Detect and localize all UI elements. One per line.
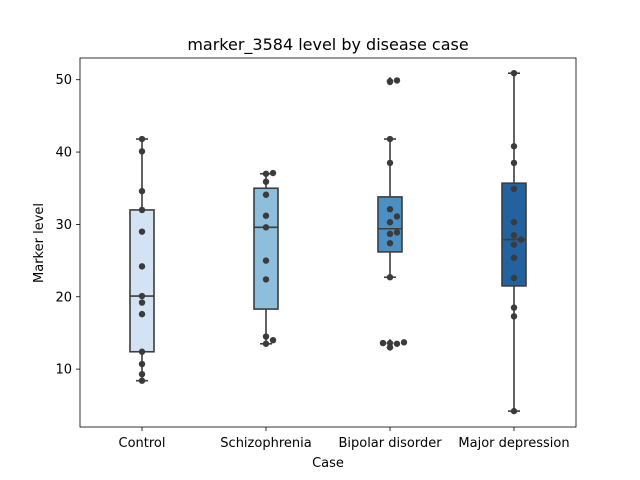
data-point bbox=[379, 339, 387, 347]
data-point bbox=[510, 159, 518, 167]
y-tick-label: 40 bbox=[55, 146, 72, 161]
y-tick-label: 30 bbox=[55, 218, 72, 233]
x-axis: Control Schizophrenia Bipolar disorder Majo… bbox=[119, 427, 570, 451]
y-tick-label: 50 bbox=[55, 73, 72, 88]
data-point bbox=[262, 333, 270, 340]
data-point bbox=[510, 143, 518, 150]
x-tick-label: Schizophrenia bbox=[220, 436, 311, 451]
data-point bbox=[138, 377, 146, 384]
data-point bbox=[262, 178, 270, 185]
data-point bbox=[386, 230, 394, 238]
data-point bbox=[386, 240, 394, 247]
data-point bbox=[386, 78, 394, 86]
data-point bbox=[386, 159, 394, 167]
data-point bbox=[510, 232, 518, 239]
box-0 bbox=[129, 138, 155, 382]
data-point bbox=[510, 407, 518, 415]
data-point bbox=[138, 148, 146, 155]
data-point bbox=[510, 219, 518, 226]
box-rect bbox=[253, 187, 279, 310]
point-series bbox=[138, 69, 525, 415]
x-tick-label: Major depression bbox=[458, 436, 569, 451]
data-point bbox=[138, 299, 146, 306]
data-point bbox=[262, 224, 270, 231]
data-point bbox=[393, 213, 401, 220]
y-axis: 10 20 30 40 50 bbox=[55, 73, 80, 378]
y-tick-label: 10 bbox=[55, 363, 72, 378]
data-point bbox=[393, 340, 401, 347]
x-tick-label: Bipolar disorder bbox=[338, 436, 442, 451]
data-point bbox=[262, 276, 270, 283]
x-tick-label: Control bbox=[119, 436, 166, 451]
data-point bbox=[510, 69, 518, 77]
data-point bbox=[510, 304, 518, 311]
data-point bbox=[269, 336, 277, 344]
data-point bbox=[510, 313, 518, 320]
data-point bbox=[269, 169, 277, 177]
data-point bbox=[138, 310, 146, 318]
data-point bbox=[510, 241, 518, 248]
data-point bbox=[517, 236, 525, 243]
data-point bbox=[138, 228, 146, 235]
data-point bbox=[138, 360, 146, 368]
data-point bbox=[386, 274, 394, 281]
box-1 bbox=[253, 172, 279, 345]
data-point bbox=[510, 274, 518, 282]
x-axis-label: Case bbox=[312, 456, 344, 471]
chart-title: marker_3584 level by disease case bbox=[187, 35, 468, 55]
data-point bbox=[262, 191, 270, 198]
data-point bbox=[138, 206, 146, 214]
outlier-marker bbox=[386, 338, 394, 346]
plot-area-frame bbox=[79, 57, 577, 428]
data-point bbox=[262, 170, 270, 177]
data-point bbox=[386, 206, 394, 213]
data-point bbox=[138, 292, 146, 300]
data-point bbox=[400, 339, 408, 346]
data-point bbox=[262, 212, 270, 219]
data-point bbox=[393, 229, 401, 236]
data-point bbox=[510, 254, 518, 261]
data-point bbox=[138, 370, 146, 378]
data-point bbox=[262, 257, 270, 264]
data-point bbox=[138, 263, 146, 270]
data-point bbox=[510, 185, 518, 193]
data-point bbox=[138, 348, 146, 355]
data-point bbox=[393, 77, 401, 84]
data-point bbox=[386, 219, 394, 226]
y-tick-label: 20 bbox=[55, 290, 72, 305]
y-axis-label: Marker level bbox=[32, 203, 47, 283]
data-point bbox=[386, 135, 394, 143]
data-point bbox=[386, 344, 394, 351]
data-point bbox=[138, 135, 146, 143]
data-point bbox=[138, 187, 146, 195]
data-point bbox=[262, 340, 270, 347]
box-series bbox=[129, 72, 527, 412]
